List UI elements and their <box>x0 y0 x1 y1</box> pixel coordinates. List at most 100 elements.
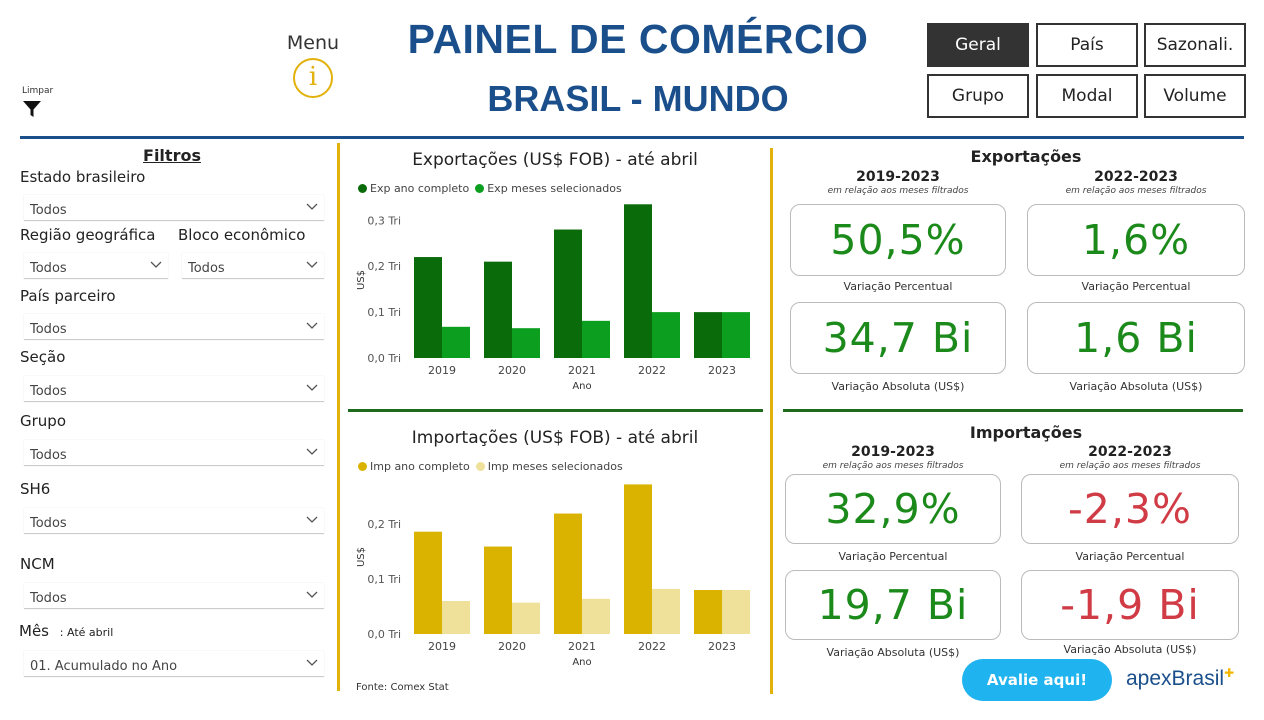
header-divider <box>20 136 1244 139</box>
mes-label-row: Mês : Até abril <box>19 622 113 640</box>
ncm-label: NCM <box>20 555 55 573</box>
y-tick-label: 0,1 Tri <box>367 306 401 319</box>
nav-button-modal[interactable]: Modal <box>1036 74 1138 118</box>
chevron-down-icon <box>306 659 318 666</box>
bloco-value: Todos <box>188 261 225 276</box>
nav-button-pais[interactable]: País <box>1036 23 1138 67</box>
source-note: Fonte: Comex Stat <box>356 682 449 693</box>
kpi-caption: Variação Absoluta (US$) <box>1069 380 1203 393</box>
bar <box>414 257 442 358</box>
secao-value: Todos <box>30 384 67 399</box>
export-chart-legend: Exp ano completo Exp meses selecionados <box>358 182 622 195</box>
nav-button-volume[interactable]: Volume <box>1144 74 1246 118</box>
estado-dropdown[interactable]: Todos <box>24 195 324 221</box>
page-title: PAINEL DE COMÉRCIO <box>407 16 869 62</box>
mes-label: Mês <box>19 622 49 640</box>
legend-item: Exp meses selecionados <box>475 182 622 195</box>
imports-right-pct-card: -2,3% <box>1021 474 1239 544</box>
legend-dot <box>475 184 485 193</box>
menu-button[interactable]: Menu i <box>280 32 346 98</box>
grupo-dropdown[interactable]: Todos <box>24 440 324 466</box>
mes-sub-label: : Até abril <box>59 626 114 639</box>
bar <box>512 328 540 358</box>
ncm-dropdown[interactable]: Todos <box>24 583 324 609</box>
imports-left-period: 2019-2023 em relação aos meses filtrados <box>785 444 1001 471</box>
period-sub: em relação aos meses filtrados <box>822 461 964 471</box>
kpi-caption: Variação Percentual <box>843 280 953 293</box>
sh6-label: SH6 <box>20 480 51 498</box>
period-sub: em relação aos meses filtrados <box>1059 461 1201 471</box>
kpi-divider <box>783 409 1243 412</box>
clear-filters-button[interactable]: Limpar <box>22 86 62 123</box>
bar <box>652 312 680 358</box>
apex-brasil-logo: apexBrasil✚ <box>1126 666 1234 691</box>
bar <box>484 261 512 358</box>
bar <box>624 484 652 634</box>
imports-right-abs-card: -1,9 Bi <box>1021 570 1239 640</box>
estado-value: Todos <box>30 203 67 218</box>
exports-kpi-title: Exportações <box>970 147 1082 166</box>
legend-dot <box>475 462 485 471</box>
bar <box>512 602 540 634</box>
charts-divider <box>348 409 763 412</box>
bar <box>442 601 470 634</box>
x-tick-label: 2022 <box>638 364 666 377</box>
period-label: 2019-2023 <box>851 444 935 460</box>
nav-button-grupo[interactable]: Grupo <box>927 74 1029 118</box>
bloco-label: Bloco econômico <box>178 226 306 244</box>
chevron-down-icon <box>306 203 318 210</box>
ncm-value: Todos <box>30 591 67 606</box>
x-tick-label: 2019 <box>428 640 456 653</box>
chevron-down-icon <box>306 384 318 391</box>
export-bar-chart: 0,0 Tri 0,1 Tri 0,2 Tri 0,3 Tri US$ 2019 2020 2… <box>356 204 750 392</box>
nav-button-sazonalidade[interactable]: Sazonali. <box>1144 23 1246 67</box>
imports-left-abs-card: 19,7 Bi <box>785 570 1001 640</box>
nav-button-geral[interactable]: Geral <box>927 23 1029 67</box>
imports-right-period: 2022-2023 em relação aos meses filtrados <box>1021 444 1239 471</box>
bar <box>484 546 512 634</box>
pais-dropdown[interactable]: Todos <box>24 314 324 340</box>
mes-dropdown[interactable]: 01. Acumulado no Ano <box>24 651 324 677</box>
import-chart-title: Importações (US$ FOB) - até abril <box>411 428 699 448</box>
clear-filters-label: Limpar <box>22 86 54 96</box>
bloco-dropdown[interactable]: Todos <box>182 253 324 279</box>
exports-left-abs-card: 34,7 Bi <box>790 302 1006 374</box>
y-tick-label: 0,0 Tri <box>367 628 401 641</box>
secao-label: Seção <box>20 348 66 366</box>
bar <box>442 326 470 358</box>
legend-dot <box>358 462 367 471</box>
legend-label: Imp meses selecionados <box>487 460 623 473</box>
x-axis-label: Ano <box>572 381 591 392</box>
x-tick-label: 2021 <box>568 364 596 377</box>
estado-label: Estado brasileiro <box>20 168 146 186</box>
y-axis-label: US$ <box>356 547 367 567</box>
period-label: 2019-2023 <box>856 169 940 185</box>
kpi-caption: Variação Absoluta (US$) <box>831 380 965 393</box>
sh6-dropdown[interactable]: Todos <box>24 508 324 534</box>
kpi-caption: Variação Absoluta (US$) <box>826 646 960 659</box>
regiao-dropdown[interactable]: Todos <box>24 253 168 279</box>
import-chart-legend: Imp ano completo Imp meses selecionados <box>358 460 623 473</box>
pais-label: País parceiro <box>20 287 116 305</box>
legend-item: Imp meses selecionados <box>475 460 623 473</box>
chevron-down-icon <box>150 261 162 268</box>
imports-kpi-title: Importações <box>969 423 1083 442</box>
legend-dot <box>358 184 367 193</box>
secao-dropdown[interactable]: Todos <box>24 376 324 402</box>
bar <box>582 320 610 358</box>
exports-left-period: 2019-2023 em relação aos meses filtrados <box>790 169 1006 196</box>
exports-right-abs-card: 1,6 Bi <box>1027 302 1245 374</box>
kpi-caption: Variação Percentual <box>838 550 948 563</box>
bar <box>554 229 582 358</box>
y-tick-label: 0,2 Tri <box>367 518 401 531</box>
page-subtitle: BRASIL - MUNDO <box>487 78 789 119</box>
period-label: 2022-2023 <box>1088 444 1172 460</box>
period-sub: em relação aos meses filtrados <box>1065 186 1207 196</box>
bar <box>414 531 442 634</box>
y-axis-label: US$ <box>356 270 367 290</box>
regiao-value: Todos <box>30 261 67 276</box>
logo-plus-icon: ✚ <box>1224 666 1235 680</box>
kpi-caption: Variação Percentual <box>1075 550 1185 563</box>
feedback-button[interactable]: Avalie aqui! <box>962 659 1112 701</box>
x-tick-label: 2021 <box>568 640 596 653</box>
